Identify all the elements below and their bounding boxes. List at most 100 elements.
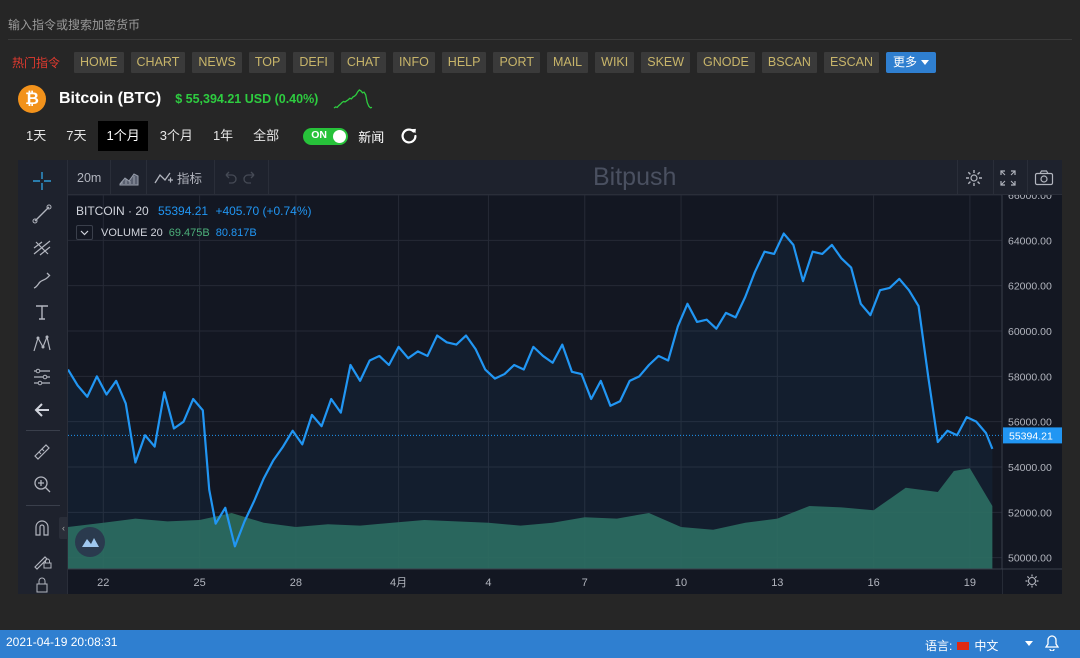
brush-icon[interactable]	[29, 267, 55, 293]
x-tick-label: 7	[582, 577, 588, 589]
toolbar-divider	[110, 160, 111, 195]
x-tick-label: 16	[867, 577, 879, 589]
redo-icon[interactable]	[243, 160, 259, 195]
x-tick-label: 13	[771, 577, 783, 589]
magnet-icon[interactable]	[29, 515, 55, 541]
bitpush-watermark: Bitpush	[593, 163, 677, 191]
measure-lines-icon[interactable]	[29, 364, 55, 390]
toolbar-divider	[214, 160, 215, 195]
hot-button-news[interactable]: NEWS	[192, 51, 242, 73]
hot-commands-bar: 热门指令 HOME CHART NEWS TOP DEFI CHAT INFO …	[12, 51, 937, 73]
language-selector[interactable]: 语言: 中文	[925, 637, 998, 654]
interval-selector[interactable]: 20m	[77, 170, 102, 185]
hot-button-chat[interactable]: CHAT	[340, 51, 386, 73]
fib-retracement-icon[interactable]	[29, 234, 55, 260]
y-tick-label: 54000.00	[1008, 462, 1052, 474]
indicators-label: 指标	[177, 172, 203, 186]
legend-collapse-button[interactable]	[76, 225, 93, 240]
hot-button-port[interactable]: PORT	[493, 51, 540, 73]
x-tick-label: 19	[964, 577, 976, 589]
price-chart[interactable]: 66000.00 64000.00 62000.00 60000.00 58000.00…	[67, 190, 1062, 594]
y-tick-label: 50000.00	[1008, 553, 1052, 565]
more-label: 更多	[893, 54, 918, 69]
toolbar-divider	[1027, 160, 1028, 195]
hot-button-info[interactable]: INFO	[392, 51, 435, 73]
collapse-toolbar-icon[interactable]: ‹	[59, 517, 68, 539]
toolbar-divider	[993, 160, 994, 195]
y-tick-label: 64000.00	[1008, 235, 1052, 247]
hot-button-home[interactable]: HOME	[74, 51, 124, 73]
language-dropdown-icon[interactable]	[1025, 641, 1033, 646]
indicators-button[interactable]: 指标	[154, 160, 202, 195]
hot-button-gnode[interactable]: GNODE	[697, 51, 755, 73]
settings-icon[interactable]	[964, 160, 984, 195]
y-tick-label: 56000.00	[1008, 417, 1052, 429]
camera-icon[interactable]	[1034, 160, 1054, 195]
hot-button-chart[interactable]: CHART	[130, 51, 186, 73]
china-flag-icon	[957, 641, 970, 650]
x-tick-label: 4	[485, 577, 491, 589]
y-tick-label: 62000.00	[1008, 281, 1052, 293]
refresh-icon[interactable]	[398, 125, 420, 147]
language-label: 语言:	[925, 639, 953, 653]
axis-settings-icon-teeth	[1025, 574, 1039, 588]
hot-button-defi[interactable]: DEFI	[293, 51, 334, 73]
legend-change: +405.70 (+0.74%)	[215, 204, 312, 218]
x-tick-label: 10	[675, 577, 687, 589]
coin-name: Bitcoin (BTC)	[59, 90, 162, 107]
lock-icon[interactable]	[29, 576, 55, 594]
x-tick-label: 22	[97, 577, 109, 589]
tradingview-logo-icon	[75, 527, 105, 557]
bell-icon[interactable]	[1045, 635, 1059, 651]
hot-button-bscan[interactable]: BSCAN	[761, 51, 817, 73]
range-button-1m[interactable]: 1个月	[98, 121, 148, 151]
hot-button-help[interactable]: HELP	[441, 51, 487, 73]
chart-area[interactable]: 66000.00 64000.00 62000.00 60000.00 58000.00…	[67, 190, 1062, 594]
trend-line-icon[interactable]	[29, 201, 55, 227]
chart-type-icon[interactable]	[119, 160, 139, 195]
search-input[interactable]	[8, 10, 1072, 40]
volume-value-a: 69.475B	[168, 226, 210, 239]
caret-down-icon	[921, 60, 930, 65]
news-label: 新闻	[358, 129, 385, 145]
hot-button-escan[interactable]: ESCAN	[823, 51, 880, 73]
hot-button-mail[interactable]: MAIL	[546, 51, 589, 73]
volume-legend: VOLUME 20 69.475B 80.817B	[76, 225, 257, 240]
crosshair-icon[interactable]	[29, 168, 55, 194]
axis-settings-icon	[1025, 574, 1039, 588]
toggle-knob	[333, 129, 347, 143]
text-tool-icon[interactable]	[29, 299, 55, 325]
status-bar: 2021-04-19 20:08:31 语言: 中文	[0, 630, 1080, 658]
arrow-left-icon[interactable]	[29, 397, 55, 423]
legend-symbol: BITCOIN · 20	[76, 204, 149, 218]
range-button-1d[interactable]: 1天	[26, 128, 47, 143]
more-button[interactable]: 更多	[886, 51, 937, 73]
lock-drawing-icon[interactable]	[29, 547, 55, 573]
y-tick-label: 52000.00	[1008, 507, 1052, 519]
fullscreen-icon[interactable]	[999, 160, 1017, 195]
hot-button-wiki[interactable]: WIKI	[595, 51, 635, 73]
axis-settings-icon-ring	[1027, 576, 1037, 586]
hot-button-top[interactable]: TOP	[248, 51, 287, 73]
news-toggle[interactable]: ON	[303, 127, 349, 145]
pattern-icon[interactable]	[29, 331, 55, 357]
x-tick-label: 28	[290, 577, 302, 589]
toolbar-divider	[26, 430, 60, 431]
price-area	[68, 233, 993, 569]
range-button-all[interactable]: 全部	[253, 128, 280, 143]
ruler-icon[interactable]	[29, 439, 55, 465]
toolbar-divider	[26, 505, 60, 506]
price-axis	[1002, 195, 1062, 594]
price-line	[67, 232, 994, 548]
hot-button-skew[interactable]: SKEW	[641, 51, 691, 73]
x-tick-label: 4月	[390, 577, 407, 589]
undo-icon[interactable]	[221, 160, 237, 195]
current-price-badge	[1003, 427, 1062, 444]
range-button-3m[interactable]: 3个月	[159, 128, 193, 143]
range-button-1y[interactable]: 1年	[212, 128, 234, 143]
range-button-7d[interactable]: 7天	[66, 128, 87, 143]
status-datetime: 2021-04-19 20:08:31	[6, 635, 118, 649]
zoom-in-icon[interactable]	[29, 471, 55, 497]
current-price-label: 55394.21	[1009, 430, 1053, 442]
